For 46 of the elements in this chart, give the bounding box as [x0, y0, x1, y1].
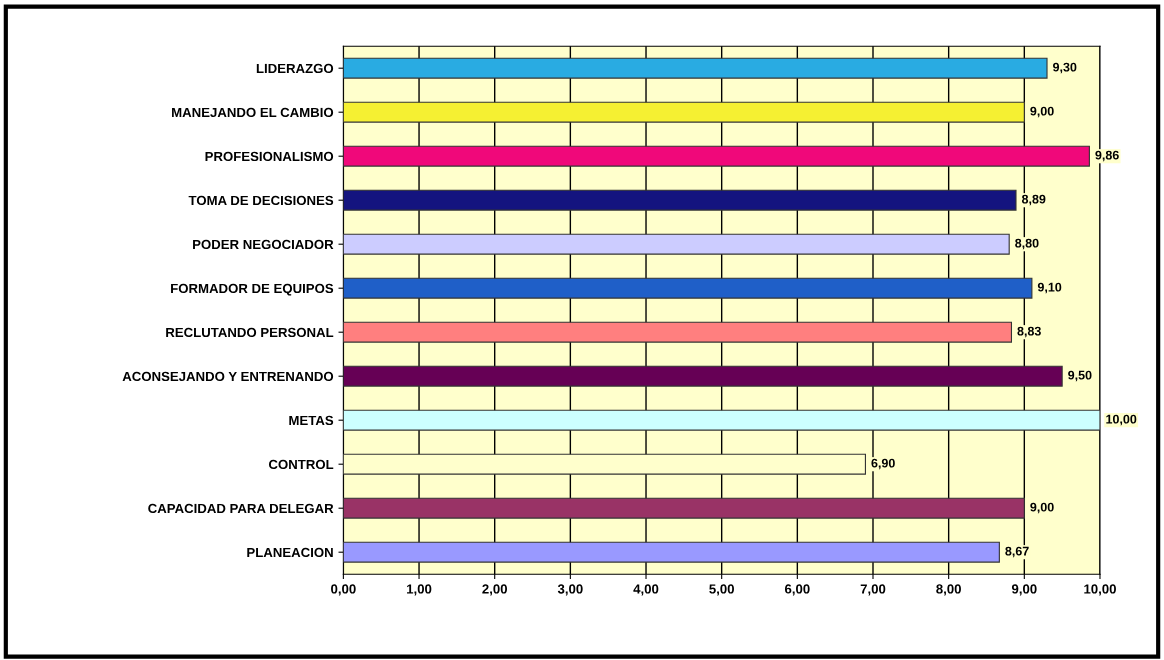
data-label: 8,83 [1017, 326, 1041, 338]
y-tick-label: CAPACIDAD PARA DELEGAR [148, 503, 334, 514]
y-tick-label: METAS [289, 415, 334, 426]
x-tick-label: 4,00 [633, 584, 659, 596]
x-tick-label: 9,00 [1011, 584, 1037, 596]
bar [343, 541, 1000, 563]
data-label: 8,89 [1021, 194, 1046, 206]
bar [343, 233, 1010, 255]
bar [343, 321, 1013, 343]
data-label: 9,00 [1030, 106, 1054, 118]
bar [343, 189, 1017, 211]
y-tick-label: RECLUTANDO PERSONAL [166, 327, 334, 338]
x-tick-label: 0,00 [331, 584, 356, 596]
x-tick-label: 1,00 [407, 584, 432, 596]
bar [343, 497, 1025, 519]
bar [343, 101, 1025, 123]
y-tick-label: ACONSEJANDO Y ENTRENANDO [122, 371, 334, 382]
y-tick-label: FORMADOR DE EQUIPOS [171, 283, 334, 296]
x-tick-label: 3,00 [557, 584, 583, 596]
x-tick-label: 5,00 [709, 584, 734, 596]
x-tick-label: 10,00 [1084, 584, 1116, 596]
bar [343, 57, 1048, 79]
bar [343, 365, 1063, 387]
x-tick-label: 8,00 [936, 584, 961, 596]
data-label: 8,67 [1005, 546, 1029, 558]
x-tick-label: 2,00 [482, 584, 507, 596]
y-tick-label: MANEJANDO EL CAMBIO [172, 107, 334, 118]
bar [343, 277, 1033, 299]
data-label: 9,50 [1068, 370, 1092, 382]
y-tick-label: TOMA DE DECISIONES [188, 195, 334, 206]
bar [343, 145, 1090, 167]
y-tick-label: CONTROL [268, 459, 334, 470]
y-tick-label: PODER NEGOCIADOR [193, 239, 334, 250]
data-label: 8,80 [1015, 238, 1039, 250]
data-label: 9,30 [1053, 62, 1077, 74]
y-tick-label: LIDERAZGO [256, 63, 334, 74]
x-tick-label: 6,00 [784, 584, 810, 596]
bar [343, 409, 1100, 431]
data-label: 9,10 [1037, 282, 1062, 294]
data-label: 10,00 [1106, 414, 1137, 426]
data-label: 6,90 [871, 458, 895, 470]
y-tick-label: PLANEACION [247, 547, 333, 558]
data-label: 9,00 [1030, 502, 1054, 514]
data-label: 9,86 [1095, 150, 1119, 162]
y-tick-label: PROFESIONALISMO [205, 151, 334, 162]
x-tick-label: 7,00 [860, 584, 886, 596]
